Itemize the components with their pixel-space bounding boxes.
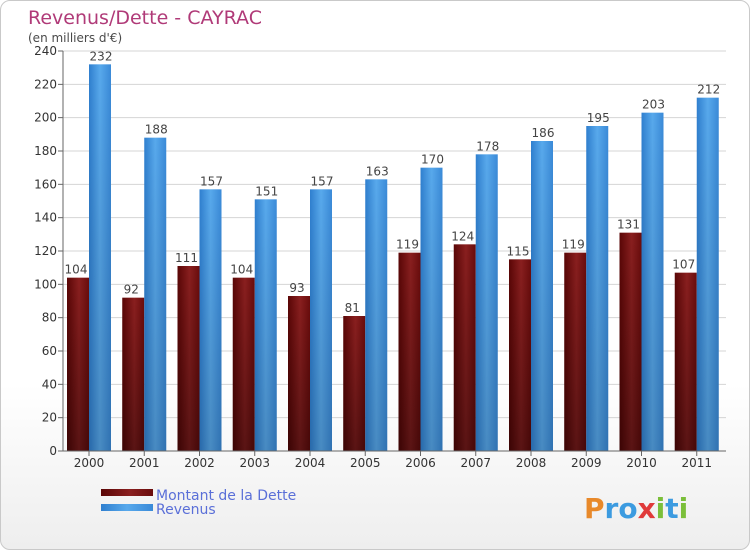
y-tick-label: 240 <box>34 44 57 58</box>
bar-debt-shade <box>674 272 697 451</box>
data-label-revenue: 163 <box>366 164 389 178</box>
data-label-debt: 131 <box>617 218 640 232</box>
data-label-debt: 92 <box>124 283 139 297</box>
x-tick-label: 2010 <box>626 456 657 470</box>
legend-swatch-debt <box>101 489 153 496</box>
data-label-revenue: 203 <box>642 98 665 112</box>
data-label-debt: 104 <box>65 263 88 277</box>
data-labels: 104 232 92 188 111 157 104 151 93 157 81 163 119 170 1… <box>65 49 721 315</box>
bar-revenue-shade <box>696 97 719 452</box>
bar-debt-shade <box>288 296 310 451</box>
x-tick-label: 2009 <box>571 456 602 470</box>
bar-revenue-shade <box>420 167 443 451</box>
chart-subtitle: (en milliers d'€) <box>28 31 122 45</box>
bar-revenue-shade <box>531 141 553 451</box>
data-label-revenue: 157 <box>311 174 334 188</box>
data-label-debt: 124 <box>451 229 474 243</box>
bar-revenue-shade <box>475 154 498 452</box>
brand-letter: r <box>605 492 619 525</box>
x-tick-label: 2002 <box>184 456 215 470</box>
x-tick-label: 2008 <box>516 456 547 470</box>
brand-letter: i <box>679 492 689 525</box>
bar-revenue-shade <box>89 64 111 452</box>
brand-letter: t <box>665 492 678 525</box>
chart-title: Revenus/Dette - CAYRAC <box>28 7 262 29</box>
legend-label-debt: Montant de la Dette <box>156 488 296 504</box>
data-label-revenue: 212 <box>697 83 720 97</box>
bar-debt-shade <box>398 252 421 451</box>
brand-letter: o <box>618 492 637 525</box>
bar-revenue-shade <box>254 199 277 451</box>
y-axis-ticks: 0 20 40 60 80 100 120 140 160 180 200 220 240 <box>34 44 63 458</box>
x-tick-label: 2003 <box>239 456 270 470</box>
y-tick-label: 140 <box>34 211 57 225</box>
brand-letter: x <box>638 492 656 525</box>
x-axis-ticks: 2000 2001 2002 2003 2004 2005 2006 2007 2008 2009… <box>74 451 712 470</box>
x-tick-label: 2011 <box>681 456 712 470</box>
bar-debt-shade <box>232 277 255 451</box>
data-label-debt: 107 <box>672 258 695 272</box>
data-label-debt: 115 <box>507 244 530 258</box>
bar-revenue-shade <box>641 112 664 452</box>
bar-revenue-shade <box>365 179 388 452</box>
data-label-revenue: 232 <box>90 49 113 63</box>
bar-debt-shade <box>67 277 89 451</box>
bar-revenue-shade <box>310 189 332 452</box>
x-tick-label: 2000 <box>74 456 105 470</box>
legend-label-revenue: Revenus <box>156 502 216 518</box>
x-tick-label: 2007 <box>460 456 491 470</box>
bar-revenue-shade <box>586 126 609 451</box>
bar-revenue-shade <box>199 189 222 452</box>
bar-debt-shade <box>343 316 366 451</box>
y-tick-label: 20 <box>42 411 57 425</box>
legend: Montant de la Dette Revenus <box>101 488 296 518</box>
data-label-debt: 119 <box>396 238 419 252</box>
legend-swatch-revenue <box>101 504 153 511</box>
data-label-revenue: 151 <box>255 184 278 198</box>
data-label-debt: 104 <box>230 263 253 277</box>
data-label-debt: 81 <box>345 301 360 315</box>
data-label-revenue: 178 <box>476 139 499 153</box>
bar-debt-shade <box>509 259 531 451</box>
brand-letter: P <box>584 492 605 525</box>
bar-debt-shade <box>177 266 200 451</box>
bar-debt-shade <box>122 297 145 451</box>
data-label-revenue: 157 <box>200 174 223 188</box>
x-tick-label: 2001 <box>129 456 160 470</box>
y-tick-label: 200 <box>34 111 57 125</box>
data-label-debt: 93 <box>289 281 304 295</box>
bars <box>67 64 719 452</box>
y-tick-label: 40 <box>42 377 57 391</box>
y-tick-label: 0 <box>49 444 57 458</box>
bar-debt-shade <box>564 252 587 451</box>
y-tick-label: 100 <box>34 277 57 291</box>
brand-wordmark: Proxiti <box>584 492 688 525</box>
data-label-revenue: 195 <box>587 111 610 125</box>
y-tick-label: 60 <box>42 344 57 358</box>
y-tick-label: 120 <box>34 244 57 258</box>
data-label-revenue: 188 <box>145 123 168 137</box>
x-tick-label: 2004 <box>295 456 326 470</box>
x-tick-label: 2005 <box>350 456 381 470</box>
bar-revenue-shade <box>144 137 167 451</box>
data-label-revenue: 186 <box>532 126 555 140</box>
y-tick-label: 160 <box>34 177 57 191</box>
data-label-debt: 119 <box>562 238 585 252</box>
data-label-debt: 111 <box>175 251 198 265</box>
y-tick-label: 180 <box>34 144 57 158</box>
x-tick-label: 2006 <box>405 456 436 470</box>
bar-debt-shade <box>619 232 642 451</box>
y-tick-label: 220 <box>34 77 57 91</box>
y-tick-label: 80 <box>42 311 57 325</box>
brand-letter: i <box>656 492 666 525</box>
proxiti-logo: Proxiti <box>584 492 688 525</box>
data-label-revenue: 170 <box>421 153 444 167</box>
gridlines <box>63 50 726 419</box>
bar-debt-shade <box>453 244 476 451</box>
